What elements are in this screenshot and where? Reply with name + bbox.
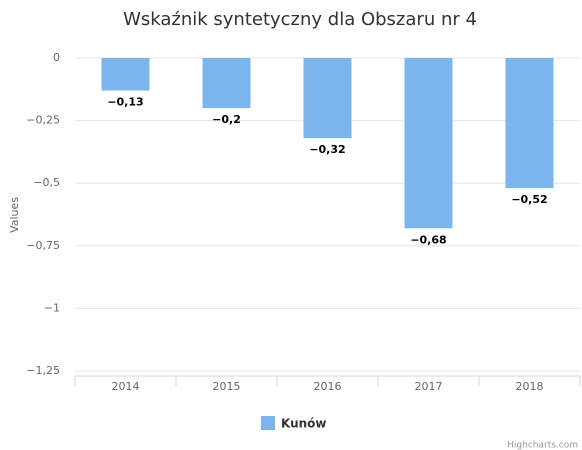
legend-label: Kunów: [281, 417, 327, 431]
legend-swatch: [261, 416, 275, 430]
bar: [505, 58, 554, 189]
x-tick-label: 2015: [213, 380, 241, 393]
chart-title: Wskaźnik syntetyczny dla Obszaru nr 4: [123, 9, 477, 30]
data-label: −0,13: [107, 96, 143, 109]
x-tick-label: 2018: [516, 380, 544, 393]
x-tick-label: 2014: [112, 380, 140, 393]
y-tick-label: −1: [44, 301, 60, 314]
data-label: −0,68: [410, 233, 446, 246]
bar: [404, 58, 453, 229]
y-tick-label: −0,25: [26, 114, 60, 127]
bar: [303, 58, 352, 139]
y-tick-label: 0: [53, 51, 60, 64]
bar: [202, 58, 251, 109]
data-label: −0,32: [309, 143, 345, 156]
data-label: −0,52: [511, 193, 547, 206]
x-tick-label: 2016: [314, 380, 342, 393]
bar: [101, 58, 150, 91]
x-tick-label: 2017: [415, 380, 443, 393]
y-tick-label: −0,75: [26, 239, 60, 252]
data-label: −0,2: [212, 113, 241, 126]
y-axis-title: Values: [8, 197, 21, 233]
y-tick-label: −1,25: [26, 364, 60, 377]
y-tick-label: −0,5: [33, 176, 60, 189]
credits: Highcharts.com: [507, 441, 578, 450]
